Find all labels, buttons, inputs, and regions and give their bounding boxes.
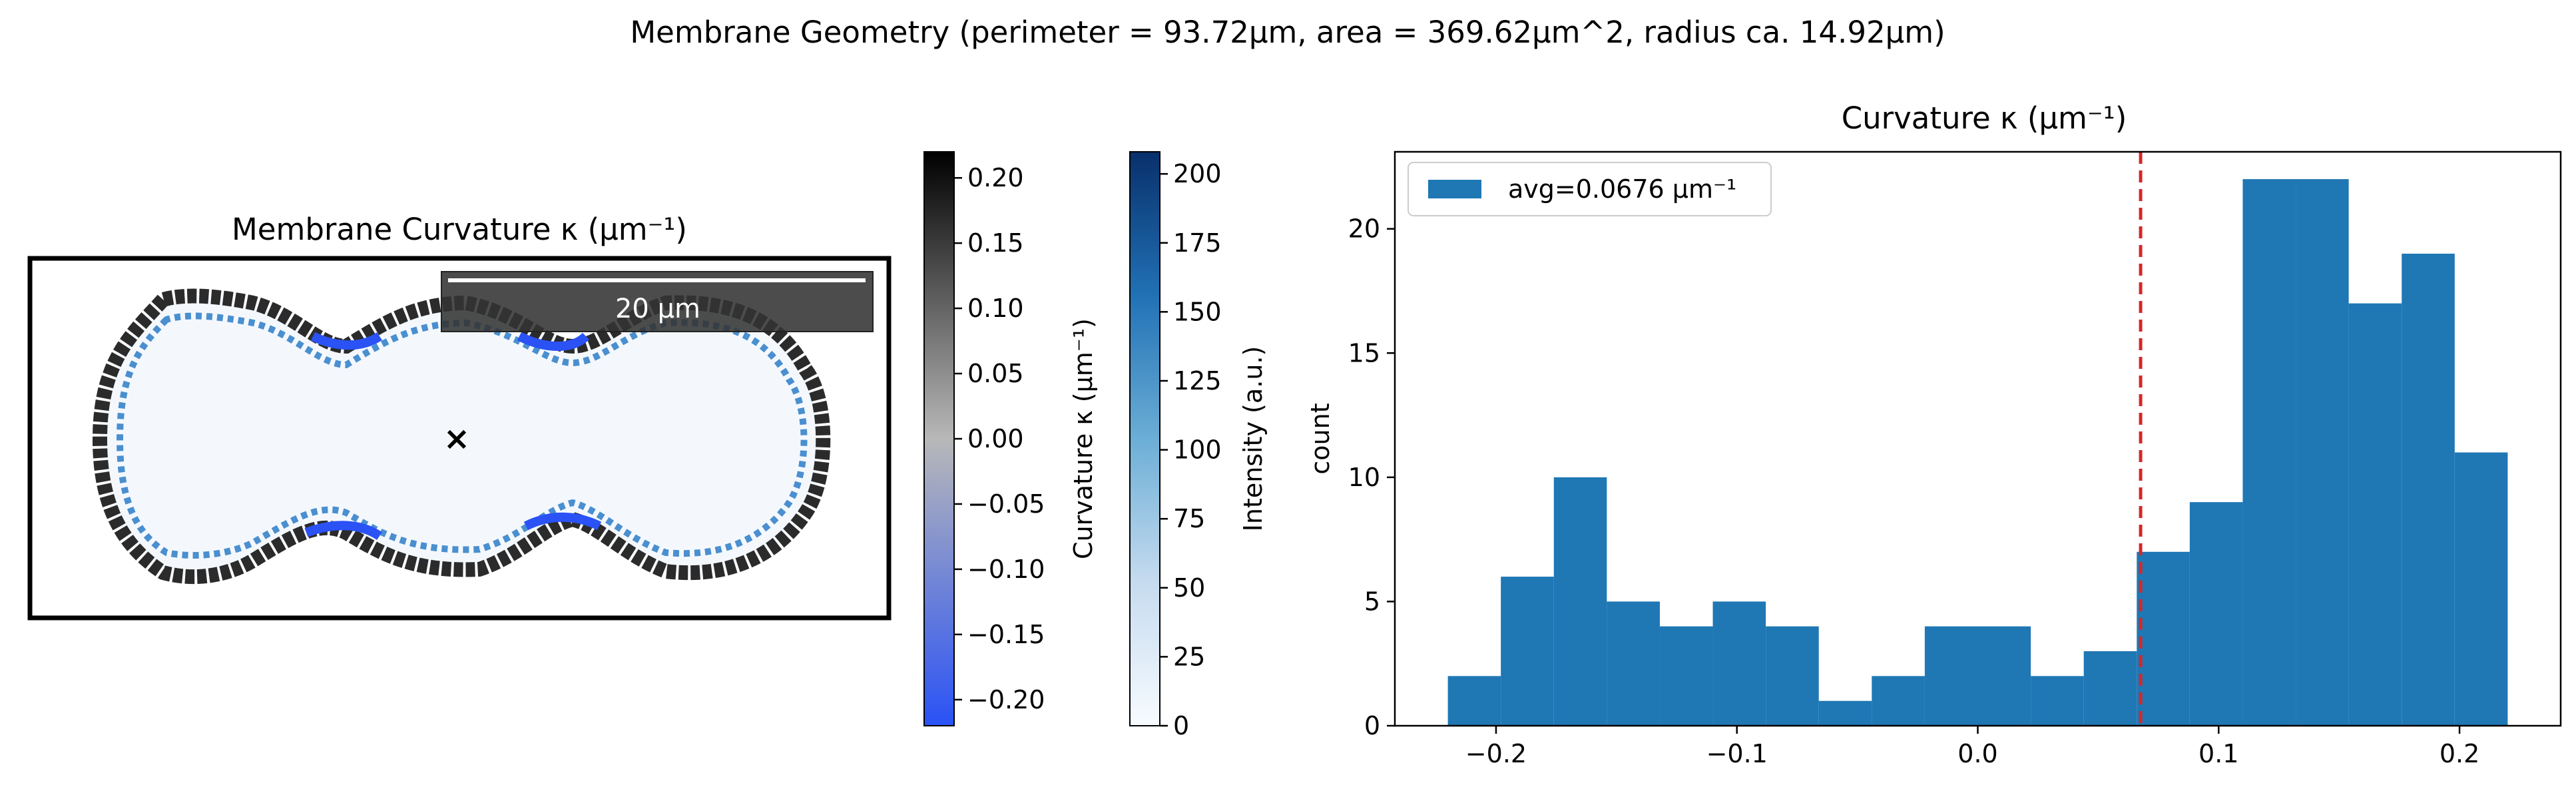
histogram-ylabel: count <box>1306 403 1335 474</box>
colorbar-tick-label: −0.05 <box>967 489 1045 519</box>
colorbar-tick-label: 0.00 <box>967 424 1024 453</box>
legend-swatch <box>1428 180 1481 198</box>
colorbar-tick-label: 150 <box>1173 297 1222 326</box>
y-tick-label: 5 <box>1364 587 1380 616</box>
histogram-bar <box>2242 179 2296 726</box>
histogram-bar <box>1447 676 1501 726</box>
colorbar-tick-label: −0.20 <box>967 685 1045 714</box>
scalebar-label: 20 μm <box>615 294 700 324</box>
histogram-bar <box>2402 253 2455 726</box>
colorbar-tick-label: 25 <box>1173 642 1205 671</box>
intensity-colorbar-ticks: 200 175 150 125 100 75 50 25 0 <box>1160 159 1222 740</box>
colorbar-tick-label: 200 <box>1173 159 1222 188</box>
x-tick-label: 0.2 <box>2440 739 2479 768</box>
histogram-xticks: −0.2 −0.1 0.0 0.1 0.2 <box>1465 726 2479 768</box>
histogram-bar <box>1553 477 1607 726</box>
colorbar-tick-label: 75 <box>1173 504 1205 533</box>
histogram-bars <box>1447 179 2508 726</box>
membrane-neg-curvature-bottom-left <box>304 521 382 540</box>
figure-suptitle: Membrane Geometry (perimeter = 93.72μm, … <box>630 15 1945 50</box>
histogram-bar <box>2189 502 2243 726</box>
histogram-title: Curvature κ (μm⁻¹) <box>1842 101 2127 136</box>
legend-label: avg=0.0676 μm⁻¹ <box>1508 174 1736 204</box>
colorbar-tick-label: 100 <box>1173 435 1222 465</box>
y-tick-label: 0 <box>1364 711 1380 740</box>
y-tick-label: 20 <box>1348 214 1380 244</box>
y-tick-label: 15 <box>1348 338 1380 368</box>
histogram-bar <box>1924 626 1978 726</box>
x-tick-label: −0.2 <box>1465 739 1527 768</box>
histogram-bar <box>1607 601 1660 726</box>
colorbar-tick-label: −0.15 <box>967 620 1045 649</box>
membrane-neg-curvature-top-left <box>310 332 382 350</box>
membrane-neg-curvature-bottom-right <box>523 512 602 531</box>
colorbar-tick-label: 50 <box>1173 573 1205 603</box>
membrane-outline <box>92 288 831 585</box>
histogram-bar <box>1766 626 1819 726</box>
membrane-inner-ring <box>116 312 808 559</box>
colorbar-tick-label: −0.10 <box>967 555 1045 584</box>
colorbar-tick-label: 0 <box>1173 711 1189 740</box>
y-tick-label: 10 <box>1348 463 1380 492</box>
histogram-bar <box>2454 452 2508 726</box>
histogram-bar <box>1501 577 1554 726</box>
curvature-colorbar-label: Curvature κ (μm⁻¹) <box>1069 318 1098 559</box>
membrane-title: Membrane Curvature κ (μm⁻¹) <box>232 212 687 247</box>
histogram-bar <box>2083 651 2137 726</box>
colorbar-tick-label: 0.20 <box>967 163 1024 192</box>
colorbar-tick-label: 0.10 <box>967 294 1024 323</box>
histogram-bar <box>1712 601 1766 726</box>
membrane-center-marker: × <box>443 420 470 457</box>
colorbar-tick-label: 125 <box>1173 366 1222 396</box>
x-tick-label: −0.1 <box>1706 739 1768 768</box>
colorbar-tick-label: 175 <box>1173 228 1222 258</box>
x-tick-label: 0.0 <box>1957 739 1997 768</box>
histogram-bar <box>1977 626 2031 726</box>
histogram-bar <box>2031 676 2084 726</box>
histogram-yticks: 0 5 10 15 20 <box>1348 214 1395 740</box>
histogram-bar <box>1659 626 1713 726</box>
colorbar-tick-label: 0.05 <box>967 359 1024 388</box>
membrane-neg-curvature-top-right <box>517 332 589 351</box>
membrane-panel: Membrane Curvature κ (μm⁻¹) × 20 μm <box>27 212 892 621</box>
intensity-colorbar-label: Intensity (a.u.) <box>1238 346 1268 532</box>
histogram-bar <box>1818 700 1872 726</box>
intensity-colorbar: 200 175 150 125 100 75 50 25 0 Intensity (a.u.) <box>1129 151 1268 740</box>
curvature-colorbar-ticks: 0.20 0.15 0.10 0.05 0.00 −0.05 −0.10 −0.15 −0.20 <box>954 163 1045 714</box>
curvature-colorbar-gradient <box>923 151 955 726</box>
histogram-bar <box>2348 303 2402 726</box>
curvature-colorbar: 0.20 0.15 0.10 0.05 0.00 −0.05 −0.10 −0.15 −0.20… <box>923 151 1098 726</box>
intensity-colorbar-gradient <box>1129 151 1160 726</box>
x-tick-label: 0.1 <box>2198 739 2238 768</box>
colorbar-tick-label: 0.15 <box>967 228 1024 258</box>
histogram-bar <box>1872 676 1925 726</box>
histogram-bar <box>2137 551 2190 726</box>
histogram-bar <box>2296 179 2349 726</box>
histogram-legend: avg=0.0676 μm⁻¹ <box>1408 162 1772 216</box>
histogram-panel: Curvature κ (μm⁻¹) −0.2 −0.1 0.0 0.1 0.2 0 5 1… <box>1306 101 2562 768</box>
legend-frame <box>1408 162 1772 216</box>
